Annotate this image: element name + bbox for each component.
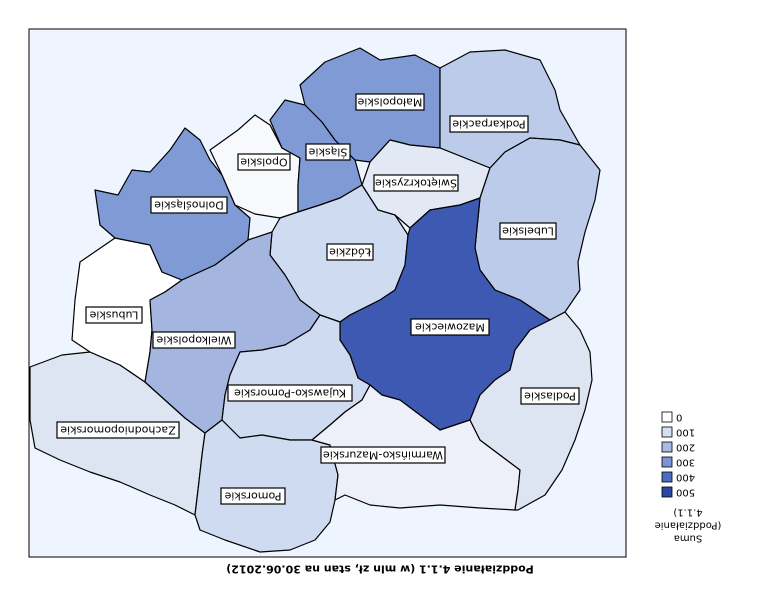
label-text: Dolnośląskie xyxy=(154,199,224,212)
legend-label: 100 xyxy=(676,427,695,438)
label-lubelskie: Lubelskie xyxy=(499,222,557,240)
legend-swatch xyxy=(661,486,673,498)
map-caption: Poddziałanie 4.1.1 (w mln zł, stan na 30… xyxy=(226,563,534,576)
label-mazowieckie: Mazowieckie xyxy=(410,318,490,336)
label-text: Świętokrzyskie xyxy=(375,177,457,190)
legend-swatch xyxy=(661,426,673,438)
label-zachodniopomorskie: Zachodniopomorskie xyxy=(56,421,180,439)
caption-text: Poddziałanie 4.1.1 (w mln zł, stan na 30… xyxy=(226,563,534,576)
label-text: Pomorskie xyxy=(224,490,281,503)
legend-item-0: 0 xyxy=(661,411,682,423)
label-malopolskie: Małopolskie xyxy=(355,93,425,111)
region-podlaskie[interactable] xyxy=(469,311,593,511)
legend-item-200: 200 xyxy=(661,441,695,453)
label-text: Podkarpackie xyxy=(452,118,526,131)
label-podkarpackie: Podkarpackie xyxy=(449,115,529,133)
legend-label: 200 xyxy=(676,442,695,453)
label-text: Łódzkie xyxy=(329,246,372,259)
legend-label: 300 xyxy=(676,457,695,468)
label-pomorskie: Pomorskie xyxy=(220,487,286,505)
label-text: Wielkopolskie xyxy=(156,334,231,347)
legend-item-400: 400 xyxy=(661,471,695,483)
label-podlaskie: Podlaskie xyxy=(520,387,580,405)
label-text: Kujawsko-Pomorskie xyxy=(234,387,346,400)
label-text: Małopolskie xyxy=(357,96,422,109)
label-text: Lubuskie xyxy=(89,309,138,322)
legend-swatch xyxy=(661,456,673,468)
label-lubuskie: Lubuskie xyxy=(85,306,143,324)
legend-title-line-2: (Poddziałanie xyxy=(655,520,722,531)
legend-label: 0 xyxy=(676,412,682,423)
label-text: Warmińsko-Mazurskie xyxy=(323,449,443,462)
label-slaskie: Śląskie xyxy=(305,143,351,161)
legend-swatch xyxy=(661,471,673,483)
legend: 0 100 200 300 400 500 4.1.1) (Poddziałan… xyxy=(655,412,722,544)
legend-item-300: 300 xyxy=(661,456,695,468)
label-kujawsko-pomorskie: Kujawsko-Pomorskie xyxy=(227,384,353,402)
label-text: Mazowieckie xyxy=(415,321,485,334)
label-text: Podlaskie xyxy=(524,390,576,403)
legend-item-100: 100 xyxy=(661,426,695,438)
legend-title-line-1: Suma xyxy=(674,533,703,544)
label-dolnoslaskie: Dolnośląskie xyxy=(150,196,228,214)
label-lodzkie: Łódzkie xyxy=(326,243,374,261)
legend-item-500: 500 xyxy=(661,486,695,498)
legend-label: 400 xyxy=(676,472,695,483)
legend-swatch xyxy=(661,411,673,423)
label-wielkopolskie: Wielkopolskie xyxy=(152,331,236,349)
legend-title-line-3: 4.1.1) xyxy=(673,507,702,518)
label-text: Śląskie xyxy=(308,146,347,159)
legend-title-text: (Poddziałanie xyxy=(655,520,722,531)
region-pomorskie[interactable] xyxy=(194,419,339,553)
legend-swatch xyxy=(661,441,673,453)
label-text: Opolskie xyxy=(240,156,288,169)
label-warminsko-mazurskie: Warmińsko-Mazurskie xyxy=(320,446,446,464)
legend-title-text: Suma xyxy=(674,533,703,544)
label-text: Zachodniopomorskie xyxy=(60,424,176,437)
label-opolskie: Opolskie xyxy=(237,153,291,171)
label-swietokrzyskie: Świętokrzyskie xyxy=(373,174,459,192)
legend-label: 500 xyxy=(676,487,695,498)
label-text: Lubelskie xyxy=(502,225,554,238)
region-labels: Małopolskie Podkarpackie Śląskie Opolski… xyxy=(56,93,580,505)
legend-title-text: 4.1.1) xyxy=(673,507,702,518)
